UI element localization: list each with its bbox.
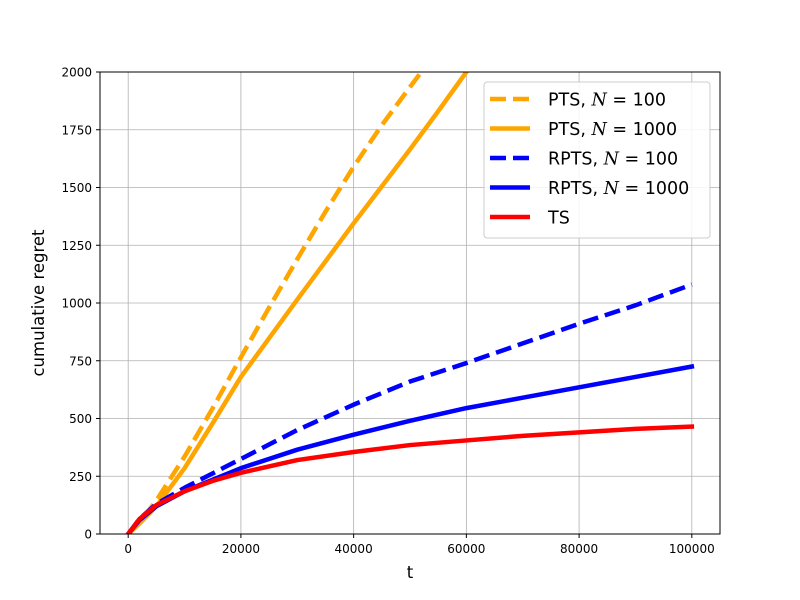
x-tick-label: 80000 xyxy=(560,542,598,556)
legend: PTS, N = 100 PTS, N = 1000 RPTS, N = 100 RP… xyxy=(483,81,711,239)
legend-label-1: PTS, N = 1000 xyxy=(548,120,677,140)
x-axis-label: t xyxy=(407,563,414,582)
legend-label-2: RPTS, N = 100 xyxy=(548,150,678,170)
y-tick-label: 0 xyxy=(84,528,92,542)
series-line-2 xyxy=(126,282,693,534)
legend-label-0: PTS, N = 100 xyxy=(548,91,666,111)
y-tick-label: 1750 xyxy=(61,123,92,137)
x-tick-label: 20000 xyxy=(222,542,260,556)
x-tick-label: 100000 xyxy=(669,542,715,556)
series-line-4 xyxy=(125,424,695,534)
y-tick-label: 750 xyxy=(69,354,92,368)
y-tick-label: 1500 xyxy=(61,181,92,195)
series-line-3 xyxy=(125,363,695,534)
y-tick-label: 2000 xyxy=(61,66,92,80)
legend-label-4: TS xyxy=(547,209,570,229)
x-tick-label: 40000 xyxy=(335,542,373,556)
y-tick-label: 500 xyxy=(69,412,92,426)
x-tick-label: 60000 xyxy=(447,542,485,556)
legend-label-3: RPTS, N = 1000 xyxy=(548,179,689,199)
plot-series xyxy=(125,72,695,534)
y-axis-label: cumulative regret xyxy=(29,229,48,377)
x-tick-label: 0 xyxy=(124,542,132,556)
y-tick-label: 250 xyxy=(69,470,92,484)
axis-ticks: 0 20000 40000 60000 80000 100000 0 250 500 750 100… xyxy=(61,66,714,557)
series-line-0 xyxy=(126,72,424,534)
legend-box xyxy=(483,81,711,239)
y-tick-label: 1000 xyxy=(61,297,92,311)
y-tick-label: 1250 xyxy=(61,239,92,253)
